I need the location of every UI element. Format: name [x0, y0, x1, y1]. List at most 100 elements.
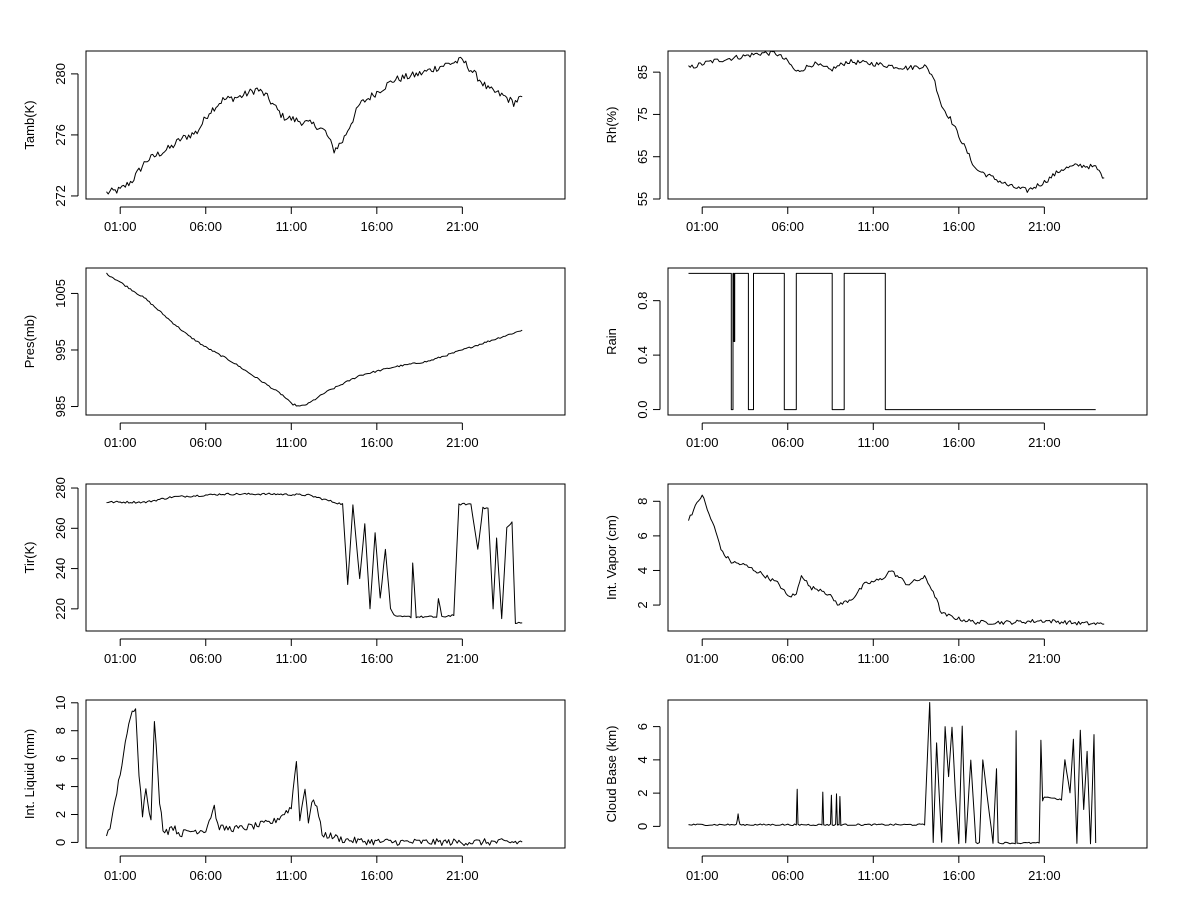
- panel-6-x-tick-label: 21:00: [1028, 651, 1061, 666]
- panel-3: 01:00 06:00 11:00 16:00 21:00 985 995 1005 Pres(…: [22, 267, 566, 450]
- panel-8-frame: [667, 699, 1148, 849]
- panel-6-y-label: Int. Vapor (cm): [604, 515, 619, 600]
- panel-7-x-tick-label: 06:00: [189, 868, 222, 883]
- panel-7-y-tick-label: 8: [53, 727, 68, 734]
- panel-1-x-tick-label: 21:00: [446, 219, 479, 234]
- panel-4-frame: [667, 267, 1148, 416]
- panel-6: 01:00 06:00 11:00 16:00 21:00 2 4 6 8 Int. Vapor …: [604, 483, 1148, 666]
- panel-6-y-tick-label: 4: [635, 567, 650, 574]
- panel-2: 01:00 06:00 11:00 16:00 21:00 55 65 75 85 Rh(%): [604, 50, 1148, 234]
- panel-1-y-label: Tamb(K): [22, 100, 37, 149]
- panel-3-series-line: [106, 272, 523, 407]
- panel-3-x-tick-label: 01:00: [104, 435, 137, 450]
- panel-7-x-tick-label: 21:00: [446, 868, 479, 883]
- panel-6-x-tick-label: 16:00: [943, 651, 976, 666]
- panel-7-y-tick-label: 6: [53, 755, 68, 762]
- panel-7-x-tick-label: 11:00: [275, 868, 307, 883]
- panel-7-frame: [85, 699, 566, 849]
- panel-1-x-tick-label: 06:00: [189, 219, 222, 234]
- panel-2-x-tick-label: 16:00: [943, 219, 976, 234]
- panel-2-x-tick-label: 06:00: [771, 219, 804, 234]
- panel-8-x-tick-label: 11:00: [857, 868, 889, 883]
- panel-8: 01:00 06:00 11:00 16:00 21:00 0 2 4 6 Cloud Base …: [604, 699, 1148, 883]
- panel-1-x-tick-label: 11:00: [275, 219, 307, 234]
- panel-2-x-tick-label: 01:00: [686, 219, 719, 234]
- panel-5-x-tick-label: 11:00: [275, 651, 307, 666]
- panel-5-series-line: [106, 492, 523, 624]
- panel-3-x-tick-label: 21:00: [446, 435, 479, 450]
- panel-4-series-line: [688, 272, 1096, 411]
- panel-2-y-tick-label: 85: [635, 65, 650, 79]
- panel-6-series-line: [688, 494, 1105, 626]
- panel-4: 01:00 06:00 11:00 16:00 21:00 0.0 0.4 0.8 Rain: [604, 267, 1148, 450]
- panel-6-x-tick-label: 01:00: [686, 651, 719, 666]
- panel-7-y-tick-label: 10: [53, 696, 68, 710]
- panel-2-x-tick-label: 11:00: [857, 219, 889, 234]
- panel-5-y-tick-label: 260: [53, 517, 68, 539]
- panel-4-y-tick-label: 0.8: [635, 292, 650, 310]
- panel-7-series-line: [106, 708, 523, 846]
- panel-2-x-tick-label: 21:00: [1028, 219, 1061, 234]
- panel-4-y-tick-label: 0.4: [635, 346, 650, 364]
- panel-8-series-line: [688, 702, 1097, 845]
- panel-8-y-label: Cloud Base (km): [604, 726, 619, 823]
- panel-5-x-tick-label: 16:00: [361, 651, 394, 666]
- panel-3-x-tick-label: 06:00: [189, 435, 222, 450]
- panel-6-frame: [667, 483, 1148, 632]
- panel-7-x-tick-label: 16:00: [361, 868, 394, 883]
- panel-5-y-tick-label: 240: [53, 558, 68, 580]
- panel-6-y-tick-label: 6: [635, 532, 650, 539]
- panel-1-y-tick-label: 272: [53, 185, 68, 207]
- panel-4-x-tick-label: 01:00: [686, 435, 719, 450]
- panel-8-x-tick-label: 16:00: [943, 868, 976, 883]
- panel-1-x-tick-label: 16:00: [361, 219, 394, 234]
- panel-5-y-tick-label: 220: [53, 598, 68, 620]
- panel-8-x-tick-label: 21:00: [1028, 868, 1061, 883]
- panel-3-y-tick-label: 995: [53, 339, 68, 361]
- panel-1-frame: [85, 50, 566, 200]
- panel-1-y-tick-label: 280: [53, 63, 68, 85]
- panel-5-x-tick-label: 01:00: [104, 651, 137, 666]
- panel-6-y-tick-label: 8: [635, 498, 650, 505]
- panel-7-x-tick-label: 01:00: [104, 868, 137, 883]
- panel-4-x-tick-label: 06:00: [771, 435, 804, 450]
- panel-5: 01:00 06:00 11:00 16:00 21:00 220 240 260 280 Tir…: [22, 477, 566, 666]
- panel-4-y-label: Rain: [604, 328, 619, 355]
- panel-7-y-label: Int. Liquid (mm): [22, 729, 37, 819]
- panel-6-x-tick-label: 06:00: [771, 651, 804, 666]
- panel-1-series-line: [106, 56, 523, 195]
- panel-7: 01:00 06:00 11:00 16:00 21:00 0 2 4 6 8 10 Int. Liq…: [22, 696, 566, 883]
- panel-7-y-tick-label: 0: [53, 839, 68, 846]
- panel-5-x-tick-label: 06:00: [189, 651, 222, 666]
- panel-2-frame: [667, 50, 1148, 200]
- panel-3-y-tick-label: 1005: [53, 279, 68, 308]
- panel-4-x-tick-label: 11:00: [857, 435, 889, 450]
- panel-7-y-tick-label: 4: [53, 783, 68, 790]
- panel-5-y-tick-label: 280: [53, 477, 68, 499]
- panel-1-x-tick-label: 01:00: [104, 219, 137, 234]
- panel-3-y-label: Pres(mb): [22, 315, 37, 368]
- panel-8-y-tick-label: 2: [635, 790, 650, 797]
- panel-5-y-label: Tir(K): [22, 541, 37, 573]
- panel-2-y-tick-label: 75: [635, 107, 650, 121]
- panel-8-y-tick-label: 6: [635, 723, 650, 730]
- panel-3-x-tick-label: 16:00: [361, 435, 394, 450]
- panel-5-x-tick-label: 21:00: [446, 651, 479, 666]
- panel-8-y-tick-label: 0: [635, 823, 650, 830]
- panel-2-y-tick-label: 55: [635, 192, 650, 206]
- panel-6-y-tick-label: 2: [635, 601, 650, 608]
- panel-4-y-tick-label: 0.0: [635, 401, 650, 419]
- panel-8-y-tick-label: 4: [635, 756, 650, 763]
- panel-8-x-tick-label: 01:00: [686, 868, 719, 883]
- panel-7-y-tick-label: 2: [53, 811, 68, 818]
- panel-1-y-tick-label: 276: [53, 124, 68, 146]
- panel-1: 01:00 06:00 11:00 16:00 21:00 272 276 280 Tamb(K…: [22, 50, 566, 234]
- panel-5-frame: [85, 483, 566, 632]
- panel-4-x-tick-label: 21:00: [1028, 435, 1061, 450]
- panel-3-frame: [85, 267, 566, 416]
- panel-3-x-tick-label: 11:00: [275, 435, 307, 450]
- panel-8-x-tick-label: 06:00: [771, 868, 804, 883]
- panel-2-series-line: [688, 50, 1105, 193]
- panel-4-x-tick-label: 16:00: [943, 435, 976, 450]
